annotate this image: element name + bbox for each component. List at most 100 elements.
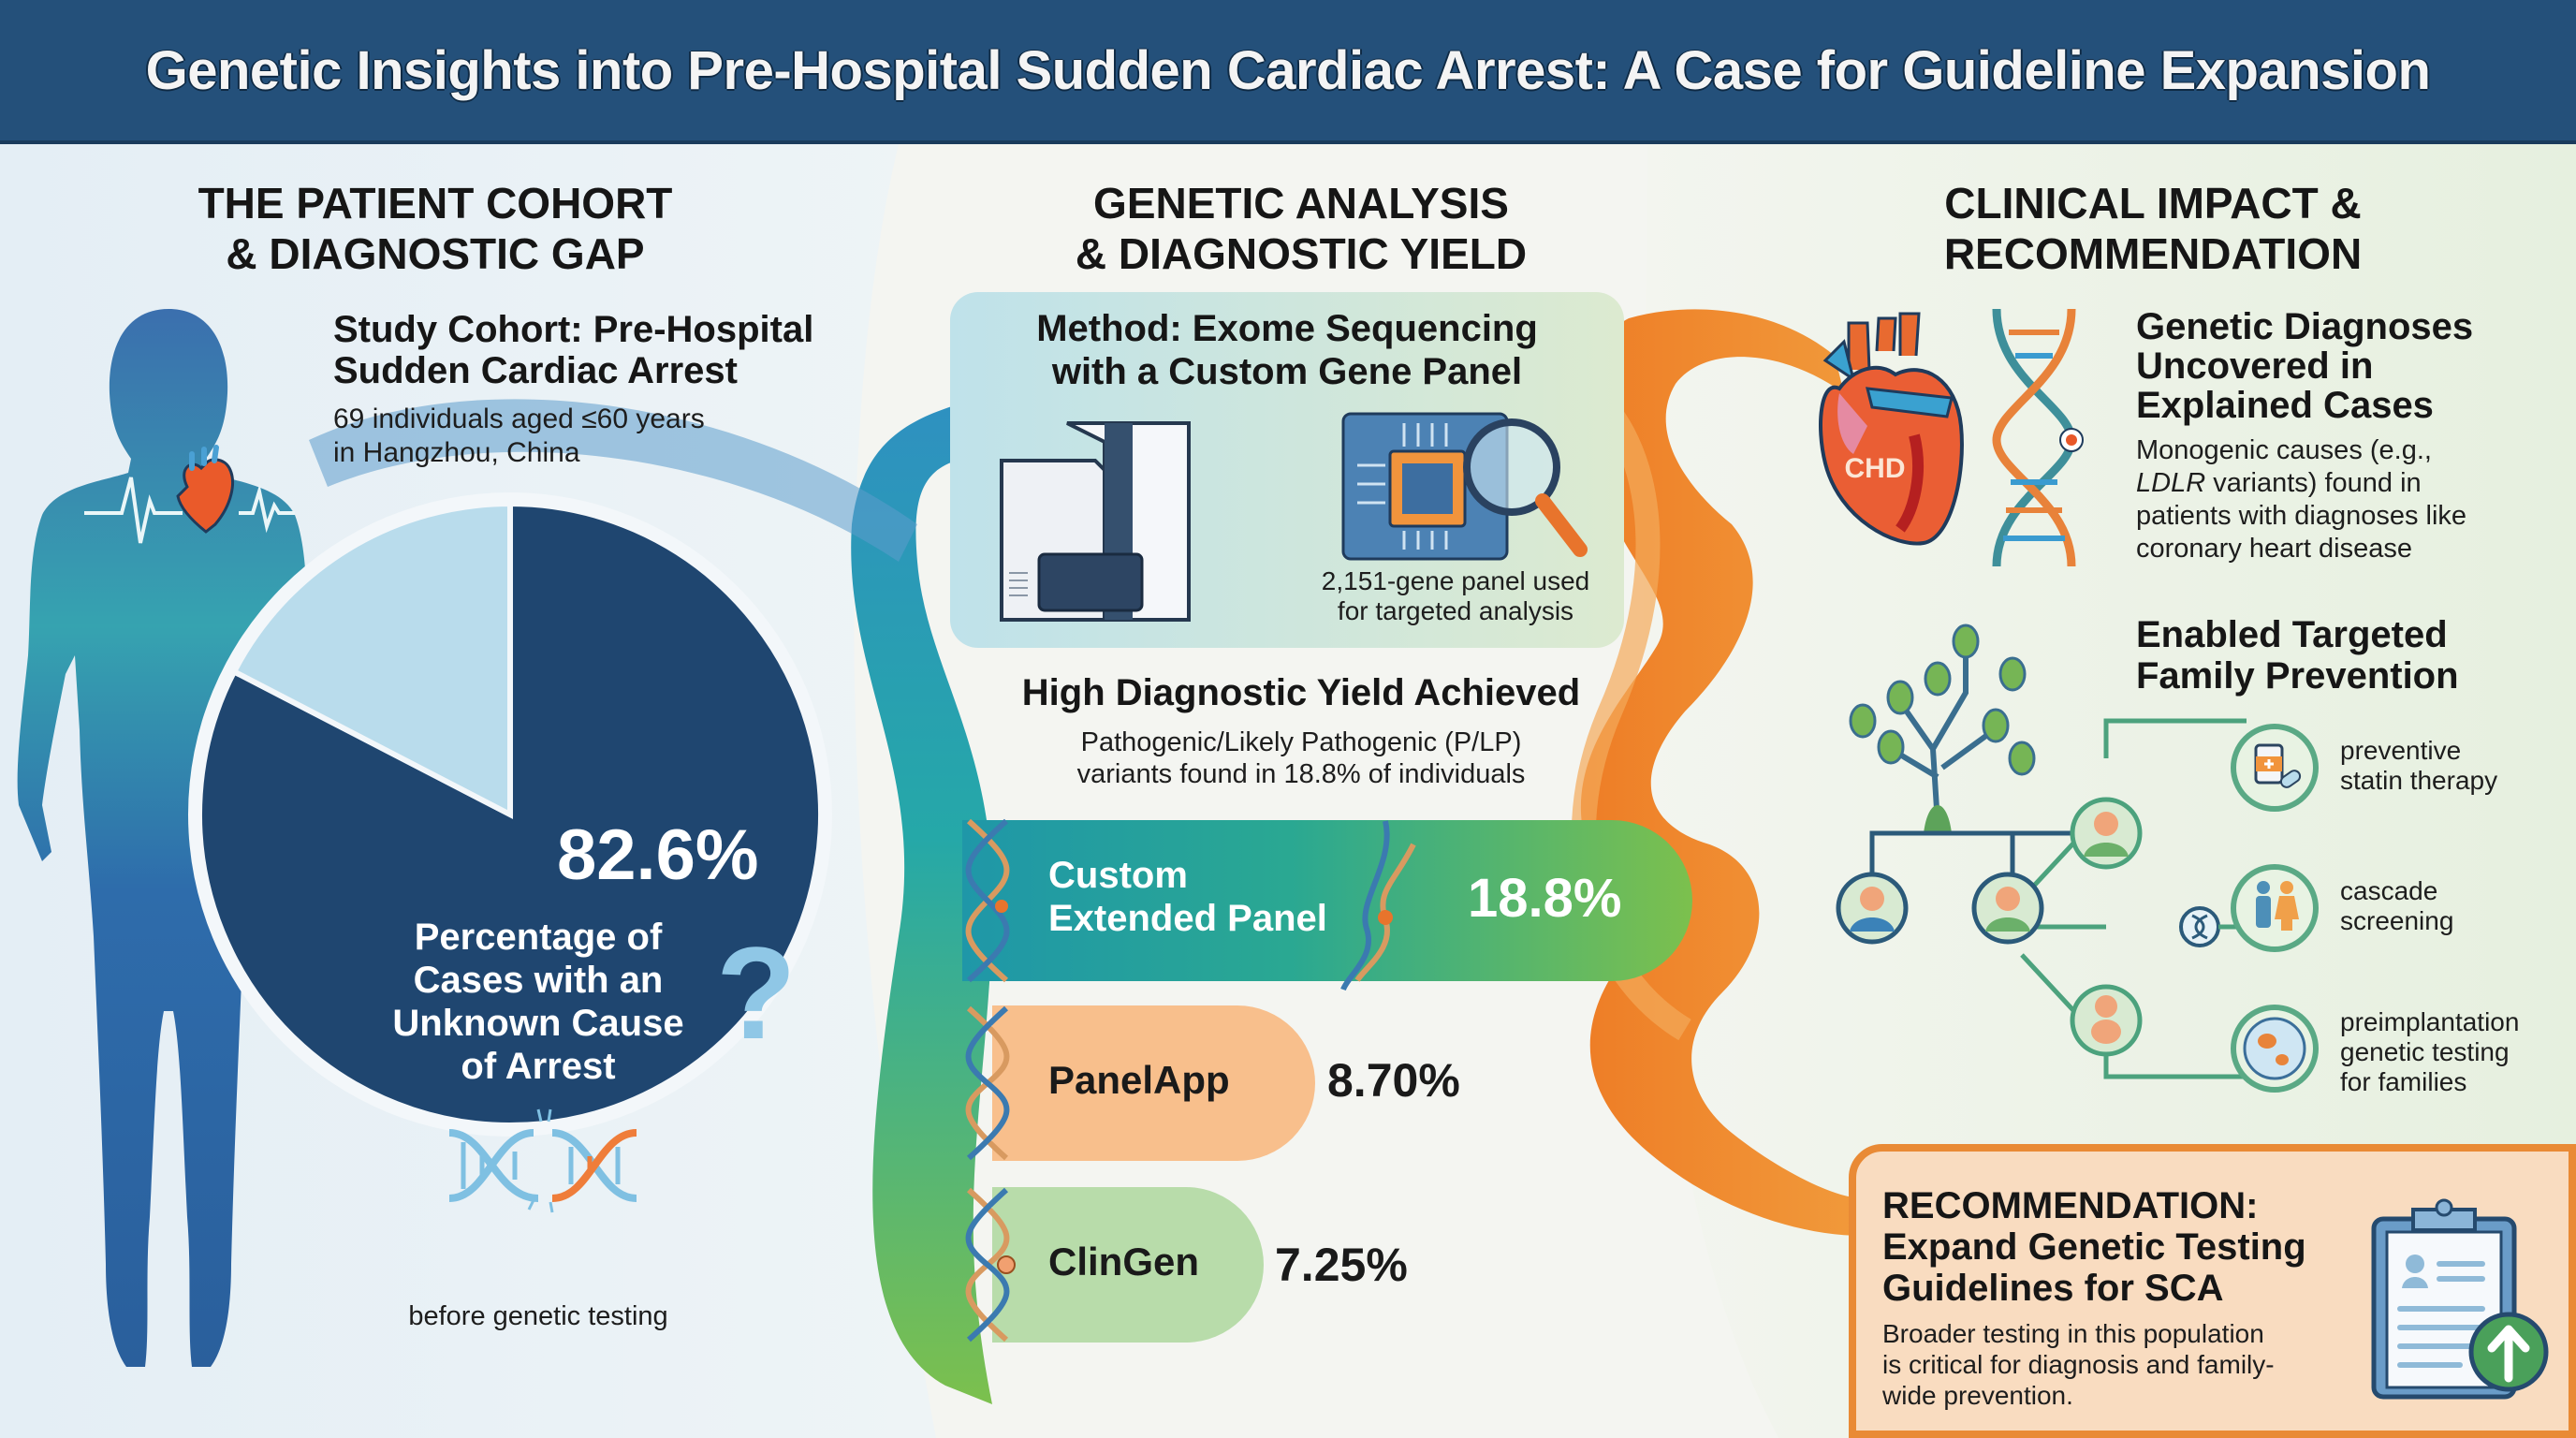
bar-label-custom: Custom Extended Panel (1048, 854, 1327, 940)
bar-label-clingen: ClinGen (1048, 1240, 1200, 1284)
rec-title-line2: Expand Genetic Testing (1882, 1226, 2306, 1268)
header-banner: Genetic Insights into Pre-Hospital Sudde… (0, 0, 2576, 144)
outcome-statin-line1: preventive (2340, 736, 2462, 765)
yield-bar-clingen: ClinGen (992, 1187, 1264, 1343)
cohort-heading: THE PATIENT COHORT & DIAGNOSTIC GAP (159, 178, 711, 279)
bar-label-custom-line1: Custom (1048, 855, 1188, 896)
diagnoses-desc-line2: LDLR variants) found in (2136, 467, 2466, 500)
analysis-heading-line2: & DIAGNOSTIC YIELD (1075, 229, 1528, 278)
pie-caption-line3: Unknown Cause (392, 1003, 684, 1044)
rec-title-line3: Guidelines for SCA (1882, 1268, 2224, 1309)
family-tree-diagram (1836, 624, 2247, 1079)
dna-icon (965, 818, 1010, 983)
diagnoses-title-line3: Explained Cases (2136, 385, 2434, 426)
flow-arrow-blue (851, 374, 1025, 1404)
panel-note: 2,151-gene panel used for targeted analy… (1306, 566, 1605, 626)
bar-value-panelapp: 8.70% (1327, 1054, 1460, 1107)
panel-note-line2: for targeted analysis (1337, 596, 1574, 625)
outcome-cascade-line1: cascade (2340, 876, 2438, 905)
yield-desc-line1: Pathogenic/Likely Pathogenic (P/LP) (1080, 727, 1522, 757)
diagnoses-desc-line4: coronary heart disease (2136, 534, 2412, 564)
yield-title: High Diagnostic Yield Achieved (1021, 672, 1581, 713)
outcome-preimplantation-line3: for families (2340, 1067, 2467, 1096)
pie-value-label: 82.6% (557, 815, 759, 895)
heart-icon (176, 445, 234, 534)
study-description: 69 individuals aged ≤60 years in Hangzho… (333, 403, 705, 470)
diagnoses-title-line1: Genetic Diagnoses (2136, 306, 2474, 347)
outcome-preimplantation-testing: preimplantation genetic testing for fami… (2340, 1007, 2519, 1097)
chd-label: CHD (1845, 453, 1906, 484)
clinical-heading: CLINICAL IMPACT & RECOMMENDATION (1891, 178, 2415, 279)
diagnoses-desc-line3: patients with diagnoses like (2136, 501, 2467, 531)
method-card: Method: Exome Sequencing with a Custom G… (950, 292, 1624, 648)
family-title-line2: Family Prevention (2136, 655, 2459, 697)
study-desc-line1: 69 individuals aged ≤60 years (333, 404, 705, 434)
cohort-heading-line1: THE PATIENT COHORT (198, 179, 673, 227)
rec-title-line1: RECOMMENDATION: (1882, 1185, 2259, 1226)
pie-caption-line2: Cases with an (413, 960, 664, 1001)
outcome-cascade-screening: cascade screening (2340, 876, 2453, 936)
panel-note-line1: 2,151-gene panel used (1321, 566, 1590, 595)
family-screening-icon (2231, 864, 2319, 952)
analysis-heading-line1: GENETIC ANALYSIS (1093, 179, 1509, 227)
outcome-preimplantation-line1: preimplantation (2340, 1007, 2520, 1036)
baby-icon (2070, 984, 2143, 1057)
study-title-line2: Sudden Cardiac Arrest (333, 350, 738, 391)
diagnoses-title-line2: Uncovered in (2136, 345, 2374, 387)
yield-desc-line2: variants found in 18.8% of individuals (1076, 759, 1526, 789)
page-title: Genetic Insights into Pre-Hospital Sudde… (145, 40, 2431, 101)
diagnoses-title: Genetic Diagnoses Uncovered in Explained… (2136, 307, 2473, 425)
person-avatar-icon (1836, 872, 1909, 945)
pie-caption-line1: Percentage of (414, 917, 663, 958)
pie-slice-known-cause (230, 500, 513, 819)
diagnoses-desc-line1: Monogenic causes (e.g., (2136, 435, 2432, 465)
question-mark-icon: ? (716, 919, 797, 1066)
bar-label-custom-line2: Extended Panel (1048, 898, 1327, 939)
rec-desc-line1: Broader testing in this population (1882, 1319, 2264, 1348)
outcome-statin-therapy: preventive statin therapy (2340, 736, 2497, 796)
medication-icon (2231, 724, 2319, 812)
bar-label-panelapp: PanelApp (1048, 1058, 1230, 1102)
tree-icon (1849, 624, 2036, 833)
human-silhouette-icon (17, 309, 320, 1367)
embryo-icon (2231, 1005, 2319, 1093)
recommendation-description: Broader testing in this population is cr… (1882, 1318, 2275, 1411)
dna-icon (965, 1005, 1010, 1161)
outcome-cascade-line2: screening (2340, 906, 2454, 935)
broken-dna-icon (448, 1108, 637, 1213)
outcome-preimplantation-line2: genetic testing (2340, 1037, 2510, 1066)
dna-icon (1340, 820, 1416, 991)
pie-caption-line4: of Arrest (461, 1046, 616, 1087)
study-desc-line2: in Hangzhou, China (333, 437, 580, 468)
study-title-line1: Study Cohort: Pre-Hospital (333, 309, 814, 350)
recommendation-title: RECOMMENDATION: Expand Genetic Testing G… (1882, 1185, 2306, 1309)
person-avatar-icon (2070, 797, 2143, 870)
method-title-line2: with a Custom Gene Panel (1051, 351, 1523, 392)
study-title: Study Cohort: Pre-Hospital Sudden Cardia… (333, 309, 813, 391)
dna-icon (965, 1187, 1016, 1343)
method-title-line1: Method: Exome Sequencing (1036, 308, 1538, 349)
cohort-heading-line2: & DIAGNOSTIC GAP (226, 229, 645, 278)
method-title: Method: Exome Sequencing with a Custom G… (950, 307, 1624, 393)
rec-desc-line2: is critical for diagnosis and family- (1882, 1350, 2275, 1379)
person-avatar-icon (1971, 872, 2044, 945)
ldlr-gene-name: LDLR (2136, 468, 2206, 498)
yield-description: Pathogenic/Likely Pathogenic (P/LP) vari… (973, 726, 1629, 790)
unknown-cause-pie-chart (188, 492, 832, 1137)
pie-footnote: before genetic testing (408, 1301, 668, 1331)
yield-bar-custom-extended-panel: Custom Extended Panel 18.8% (962, 820, 1692, 981)
yield-bar-panelapp: PanelApp (992, 1005, 1315, 1161)
bar-value-clingen: 7.25% (1275, 1239, 1408, 1291)
sequencer-machine-icon (1000, 421, 1191, 622)
outcome-statin-line2: statin therapy (2340, 766, 2498, 795)
family-title-line1: Enabled Targeted (2136, 614, 2448, 655)
pie-caption: Percentage of Cases with an Unknown Caus… (360, 916, 716, 1088)
diagnoses-description: Monogenic causes (e.g., LDLR variants) f… (2136, 434, 2466, 565)
dna-test-icon (2179, 906, 2220, 947)
clinical-heading-line1: CLINICAL IMPACT & (1944, 179, 2362, 227)
dna-helix-icon (1992, 308, 2084, 567)
analysis-heading: GENETIC ANALYSIS & DIAGNOSTIC YIELD (1011, 178, 1591, 279)
heart-anatomy-icon: CHD (1819, 312, 1964, 546)
bar-value-custom: 18.8% (1468, 868, 1622, 929)
clipboard-upgrade-icon (2371, 1198, 2549, 1400)
